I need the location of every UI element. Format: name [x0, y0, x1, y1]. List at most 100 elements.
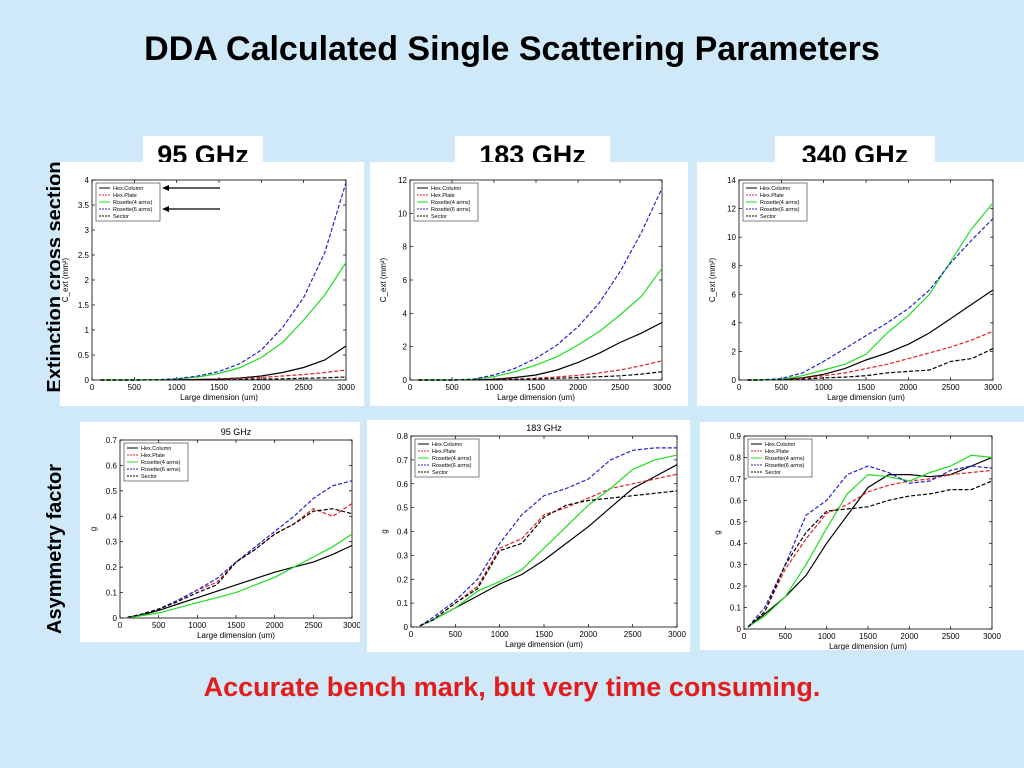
legend-label: Sector — [113, 214, 129, 220]
x-tick-label: 3000 — [668, 630, 686, 639]
x-tick-label: 1500 — [227, 621, 245, 630]
y-tick-label: 0.6 — [730, 496, 742, 505]
y-tick-label: 0 — [404, 623, 409, 632]
y-tick-label: 2 — [732, 347, 737, 356]
y-tick-label: 10 — [398, 209, 407, 218]
y-tick-label: 0.8 — [730, 453, 742, 462]
x-tick-label: 2000 — [900, 632, 918, 641]
series-line-sector — [747, 348, 994, 381]
x-tick-label: 0 — [409, 630, 414, 639]
y-tick-label: 1.5 — [78, 301, 90, 310]
x-tick-label: 500 — [449, 630, 463, 639]
series-line-rosette-6-arms — [419, 447, 677, 627]
x-tick-label: 1500 — [859, 632, 877, 641]
x-tick-label: 1000 — [815, 383, 833, 392]
x-tick-label: 3000 — [337, 383, 355, 392]
legend-label: Rosette(4 arms) — [432, 456, 472, 462]
legend-label: Rosette(6 arms) — [431, 207, 471, 213]
series-line-rosette-4-arms — [419, 454, 678, 627]
legend-label: Sector — [432, 470, 448, 476]
x-tick-label: 3000 — [653, 383, 671, 392]
x-tick-label: 2000 — [579, 630, 597, 639]
x-tick-label: 1000 — [168, 383, 186, 392]
legend-label: Hex.Plate — [765, 449, 789, 455]
y-tick-label: 0.2 — [106, 563, 118, 572]
x-tick-label: 1000 — [818, 632, 836, 641]
y-tick-label: 0.2 — [397, 575, 409, 584]
x-tick-label: 1500 — [527, 383, 545, 392]
y-tick-label: 4 — [403, 309, 408, 318]
legend-label: Rosette(6 arms) — [765, 463, 805, 469]
legend-label: Rosette(6 arms) — [141, 467, 181, 473]
y-axis-label: g — [380, 529, 389, 533]
series-line-hex-plate — [419, 473, 678, 627]
legend-label: Rosette(4 arms) — [760, 200, 800, 206]
y-tick-label: 0.7 — [397, 456, 409, 465]
y-tick-label: 0 — [113, 614, 118, 623]
y-tick-label: 8 — [403, 243, 408, 252]
legend-label: Rosette(6 arms) — [432, 463, 472, 469]
y-tick-label: 0.7 — [730, 475, 742, 484]
y-tick-label: 12 — [398, 176, 407, 185]
chart-panel-g-95: 95 GHz 0 500 1000 1500 2000 2500 3000 0 0.1 0.2 0.3… — [80, 422, 360, 642]
series-line-hex-plate — [100, 369, 347, 381]
chart-svg: 183 GHz 0 500 1000 1500 2000 2500 3000 0 0.1 0.2 0.… — [380, 423, 686, 649]
series-line-sector — [418, 371, 663, 381]
x-tick-label: 2500 — [295, 383, 313, 392]
x-tick-label: 2500 — [611, 383, 629, 392]
series-line-sector — [419, 490, 678, 627]
x-tick-label: 1000 — [188, 621, 206, 630]
series-line-rosette-4-arms — [747, 202, 994, 381]
x-tick-label: 2500 — [304, 621, 322, 630]
legend-label: Rosette(6 arms) — [113, 207, 153, 213]
y-tick-label: 0.3 — [106, 538, 118, 547]
y-tick-label: 0 — [403, 376, 408, 385]
legend-label: Rosette(4 arms) — [431, 200, 471, 206]
chart-panel-ext-183: 0 500 1000 1500 2000 2500 3000 0 2 4 6 8 10 12 Large d… — [370, 162, 688, 406]
series-line-hex-column — [100, 345, 347, 381]
y-tick-label: 10 — [727, 233, 736, 242]
chart-title: 183 GHz — [526, 423, 562, 433]
legend-label: Rosette(6 arms) — [760, 207, 800, 213]
y-tick-label: 0.5 — [397, 504, 409, 513]
legend-label: Hex.Column — [760, 186, 790, 192]
chart-panel-ext-340: 0 500 1000 1500 2000 2500 3000 0 2 4 6 8 10 12 14 Large… — [697, 162, 1024, 406]
legend-label: Rosette(4 arms) — [141, 460, 181, 466]
y-tick-label: 8 — [732, 262, 737, 271]
y-tick-label: 0.1 — [730, 604, 742, 613]
legend-label: Hex.Plate — [141, 453, 165, 459]
x-tick-label: 0 — [408, 383, 413, 392]
x-axis-label: Large dimension (um) — [197, 631, 275, 640]
x-tick-label: 1000 — [485, 383, 503, 392]
y-tick-label: 0.2 — [730, 582, 742, 591]
x-tick-label: 0 — [118, 621, 123, 630]
y-tick-label: 2 — [85, 276, 90, 285]
series-line-sector — [127, 508, 353, 618]
series-line-hex-column — [418, 321, 663, 381]
y-tick-label: 0 — [85, 376, 90, 385]
legend-label: Sector — [431, 214, 447, 220]
x-tick-label: 500 — [779, 632, 793, 641]
x-axis-label: Large dimension (um) — [497, 393, 575, 402]
y-tick-label: 0.8 — [397, 432, 409, 441]
x-tick-label: 2500 — [942, 632, 960, 641]
x-tick-label: 1500 — [210, 383, 228, 392]
y-tick-label: 0.4 — [397, 528, 409, 537]
series-line-hex-plate — [747, 330, 994, 381]
legend-label: Sector — [141, 474, 157, 480]
y-axis-label: g — [89, 527, 98, 531]
y-tick-label: 0.4 — [730, 539, 742, 548]
y-tick-label: 0.3 — [730, 561, 742, 570]
legend-label: Hex.Plate — [432, 449, 456, 455]
slide-title: DDA Calculated Single Scattering Paramet… — [144, 30, 880, 68]
y-tick-label: 2 — [403, 343, 408, 352]
x-tick-label: 2500 — [624, 630, 642, 639]
series-line-sector — [747, 480, 993, 628]
legend-label: Sector — [765, 470, 781, 476]
series-line-rosette-6-arms — [747, 218, 994, 381]
x-axis-label: Large dimension (um) — [180, 393, 258, 402]
series-line-rosette-4-arms — [100, 262, 347, 381]
legend-label: Hex.Column — [141, 446, 171, 452]
y-tick-label: 6 — [732, 290, 737, 299]
y-tick-label: 1 — [85, 326, 90, 335]
